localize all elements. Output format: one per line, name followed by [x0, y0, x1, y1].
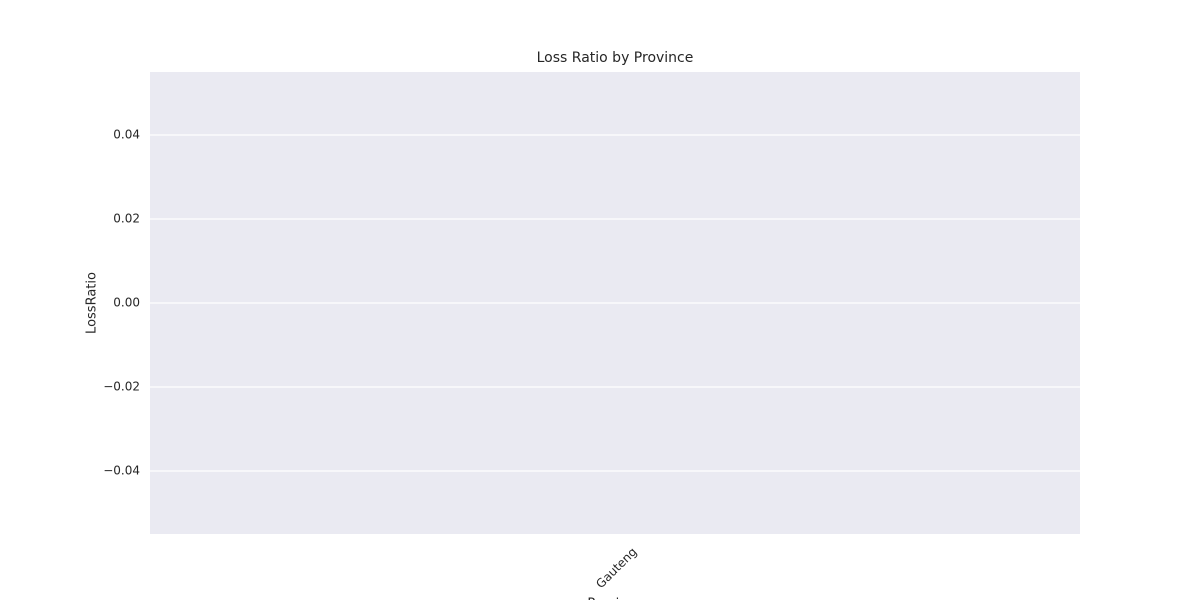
y-axis-label: LossRatio — [85, 272, 100, 334]
x-tick-label: Gauteng — [593, 545, 639, 591]
y-tick-label: −0.02 — [103, 380, 140, 394]
y-tick-label: 0.02 — [113, 212, 140, 226]
x-axis-label: Province — [587, 597, 642, 600]
y-tick-label: 0.00 — [113, 296, 140, 310]
y-tick-label: 0.04 — [113, 128, 140, 142]
y-tick-label: −0.04 — [103, 464, 140, 478]
chart-title: Loss Ratio by Province — [537, 50, 694, 66]
